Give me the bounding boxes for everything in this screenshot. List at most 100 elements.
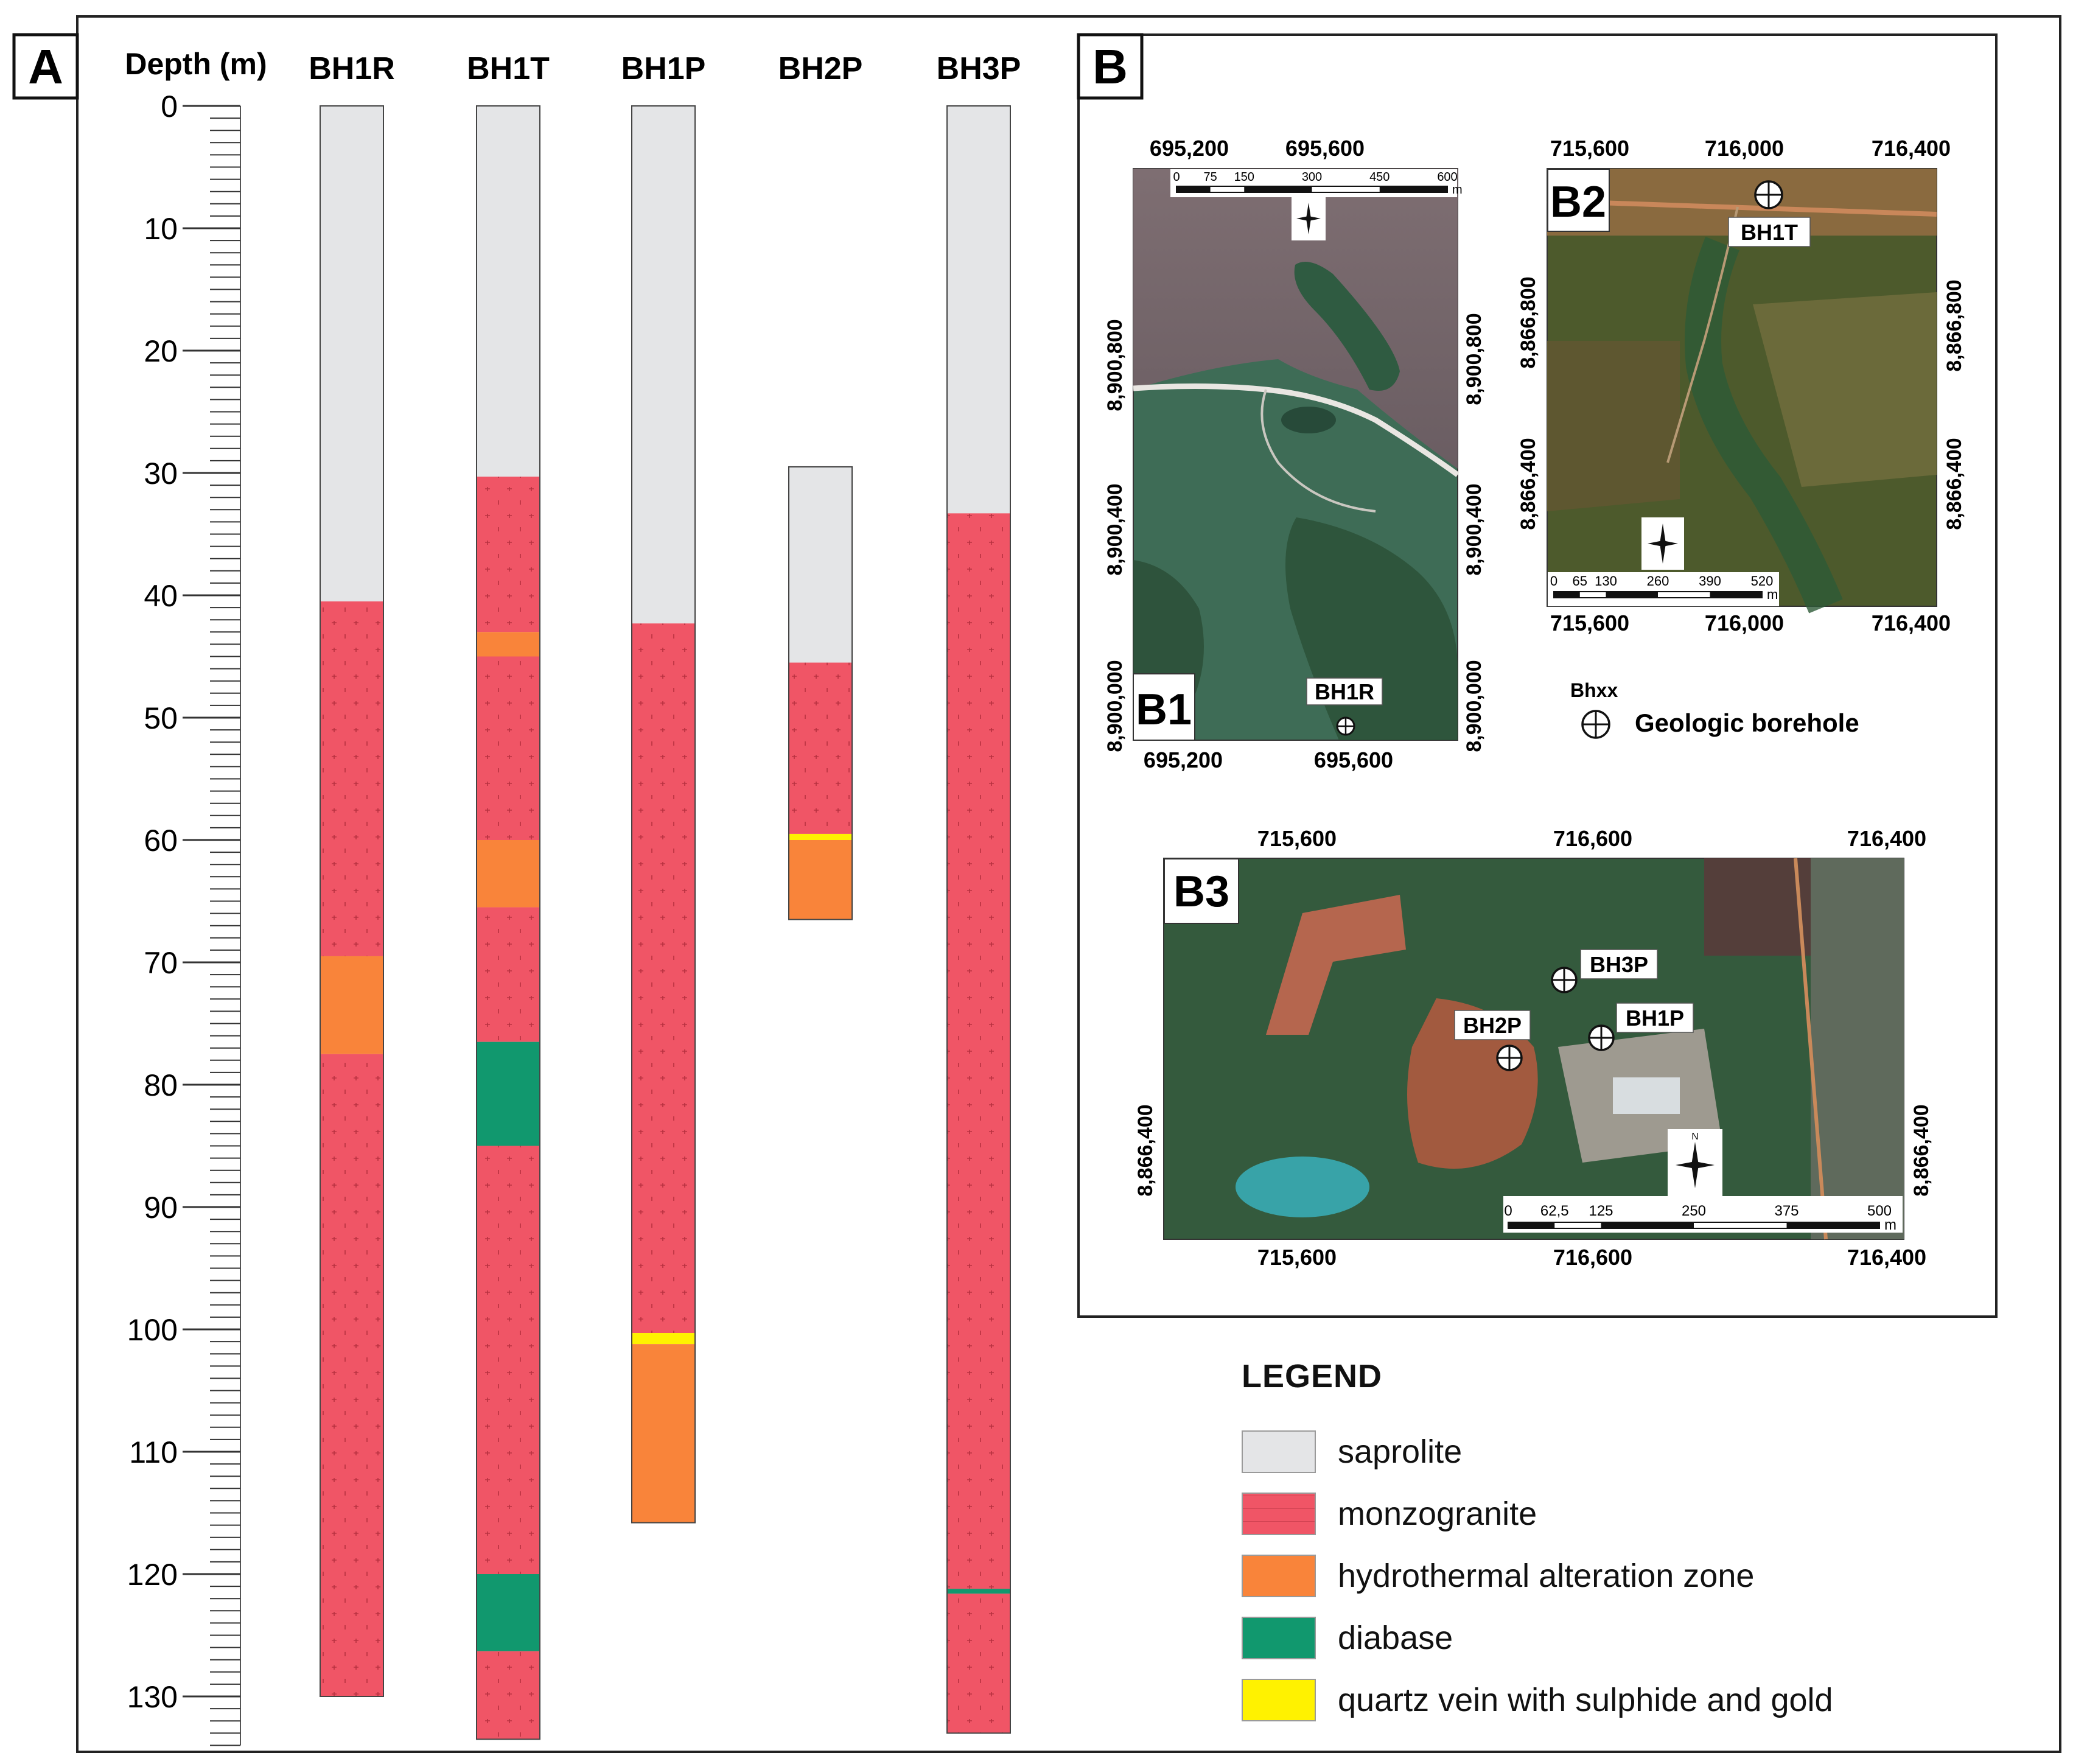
panel-a-label-box: [12, 33, 79, 100]
map-b1-left-tick: 8,900,000: [1103, 660, 1127, 752]
depth-tick-label: 130: [127, 1680, 178, 1714]
map-b1-track: [1260, 389, 1376, 513]
map-b3: B3 BH3P BH2P BH1P: [1134, 826, 1933, 1270]
borehole-columns: [320, 105, 1011, 1740]
map-legend-borehole-icon: [1581, 710, 1610, 739]
depth-tick-label: 110: [129, 1435, 178, 1469]
legend-label: monzogranite: [1338, 1496, 1537, 1532]
segment-diabase: [947, 1589, 1010, 1594]
scalebar-tick-label: 260: [1647, 573, 1669, 589]
legend-items: saprolite monzogranite hydrothermal altera…: [1242, 1430, 1911, 1721]
map-b1-island: [1294, 262, 1400, 391]
segment-monzogranite: [320, 601, 383, 956]
map-b2-top-tick: 715,600: [1550, 136, 1629, 161]
map-b2-bottom-tick: 716,400: [1872, 611, 1951, 635]
map-b1-label: B1: [1136, 685, 1192, 734]
segment-hydrothermal: [320, 956, 383, 1054]
segment-hydrothermal: [477, 632, 540, 657]
borehole-outline: [476, 105, 540, 1740]
figure-frame: [76, 15, 2061, 1753]
segment-monzogranite: [947, 513, 1010, 1589]
depth-tick-label: 40: [144, 579, 178, 613]
borehole-outline: [631, 105, 696, 1524]
legend-title: LEGEND: [1242, 1358, 1383, 1395]
segment-monzogranite: [477, 656, 540, 840]
borehole-header: BH3P: [937, 51, 1021, 86]
map-b2-left-tick: 8,866,400: [1517, 438, 1540, 530]
map-b2-bottom-tick: 715,600: [1550, 611, 1629, 635]
map-b2-bh1t-label: BH1T: [1741, 220, 1798, 245]
map-b2-river: [1685, 236, 1843, 614]
map-b2-left-tick: 8,866,800: [1517, 276, 1540, 368]
map-b3-left-tick: 8,866,400: [1134, 1104, 1157, 1196]
map-b3-bottom-tick: 716,400: [1847, 1245, 1926, 1270]
depth-tick-label: 30: [144, 457, 178, 491]
segment-saprolite: [947, 106, 1010, 514]
segment-monzogranite: [477, 907, 540, 1042]
map-b2-label-box: [1547, 169, 1610, 232]
map-b3-field-ne: [1704, 858, 1811, 956]
scalebar-segment: [1244, 186, 1312, 192]
map-b1-pond: [1281, 407, 1336, 433]
borehole-column-bh2p: [788, 466, 853, 920]
panel-b-frame: [1077, 33, 1998, 1318]
depth-tick-label: 100: [127, 1313, 178, 1347]
depth-axis-header: Depth (m): [125, 47, 267, 81]
segment-monzogranite: [632, 623, 695, 1334]
segment-diabase: [477, 1574, 540, 1651]
map-b1-shore-road: [1133, 383, 1459, 477]
segment-monzogranite: [320, 1054, 383, 1696]
scalebar-tick-label: 390: [1699, 573, 1721, 589]
map-b3-pit-road: [1266, 895, 1406, 1035]
borehole-header: BH2P: [778, 51, 863, 86]
legend: LEGEND saprolite monzogranite hydrothermal…: [1242, 1357, 1911, 1741]
map-b1-top-tick: 695,600: [1285, 136, 1365, 161]
borehole-marker-bh3p-icon: [1551, 967, 1578, 993]
map-b3-bottom-tick: 715,600: [1257, 1245, 1337, 1270]
depth-axis: [183, 105, 241, 1746]
panel-b-label-box: [1077, 33, 1144, 100]
segment-hydrothermal: [789, 840, 852, 920]
scalebar-segment: [1508, 1222, 1555, 1228]
map-b1-right-tick: 8,900,000: [1463, 660, 1486, 752]
legend-swatch-hydrothermal: [1242, 1555, 1316, 1597]
map-b3-bottom-tick: 716,600: [1553, 1245, 1632, 1270]
map-b3-right-tick: 8,866,400: [1910, 1104, 1933, 1196]
depth-tick-label: 0: [161, 89, 178, 124]
panel-b-label: B: [1092, 40, 1128, 94]
map-legend: Bhxx Geologic borehole: [1570, 679, 1859, 739]
segment-saprolite: [320, 106, 383, 602]
depth-tick-label: 60: [144, 824, 178, 858]
map-b1-top-tick: 695,200: [1150, 136, 1229, 161]
map-b2-field-3: [1547, 341, 1680, 511]
scalebar-tick-label: 375: [1774, 1203, 1799, 1219]
scalebar-tick-label: 62,5: [1540, 1203, 1569, 1219]
map-b3-bh3p-label: BH3P: [1590, 952, 1648, 977]
depth-tick-label: 50: [144, 701, 178, 735]
legend-swatch-diabase: [1242, 1617, 1316, 1659]
segment-monzogranite: [477, 477, 540, 632]
map-b1-bh1r-label-box: [1306, 677, 1383, 705]
scalebar-tick-label: 500: [1867, 1203, 1892, 1219]
map-b3-lake: [1236, 1157, 1369, 1217]
scalebar-tick-label: 0: [1173, 170, 1180, 184]
map-b1-right-tick: 8,900,800: [1463, 313, 1486, 405]
legend-swatch-monzogranite: [1242, 1493, 1316, 1535]
legend-item-saprolite: saprolite: [1242, 1430, 1911, 1473]
legend-swatch-quartz: [1242, 1679, 1316, 1721]
map-b3-top-tick: 715,600: [1257, 826, 1337, 851]
map-b1-water: [1133, 169, 1458, 469]
depth-tick-label: 70: [144, 946, 178, 980]
scalebar-tick-label: 520: [1751, 573, 1774, 589]
borehole-header: BH1P: [621, 51, 706, 86]
depth-tick-label: 20: [144, 334, 178, 368]
map-b2-label: B2: [1550, 178, 1606, 226]
legend-label: diabase: [1338, 1620, 1453, 1656]
map-b2-field-2: [1753, 292, 1937, 487]
borehole-header: BH1R: [309, 51, 395, 86]
borehole-column-bh1p: [631, 105, 696, 1524]
